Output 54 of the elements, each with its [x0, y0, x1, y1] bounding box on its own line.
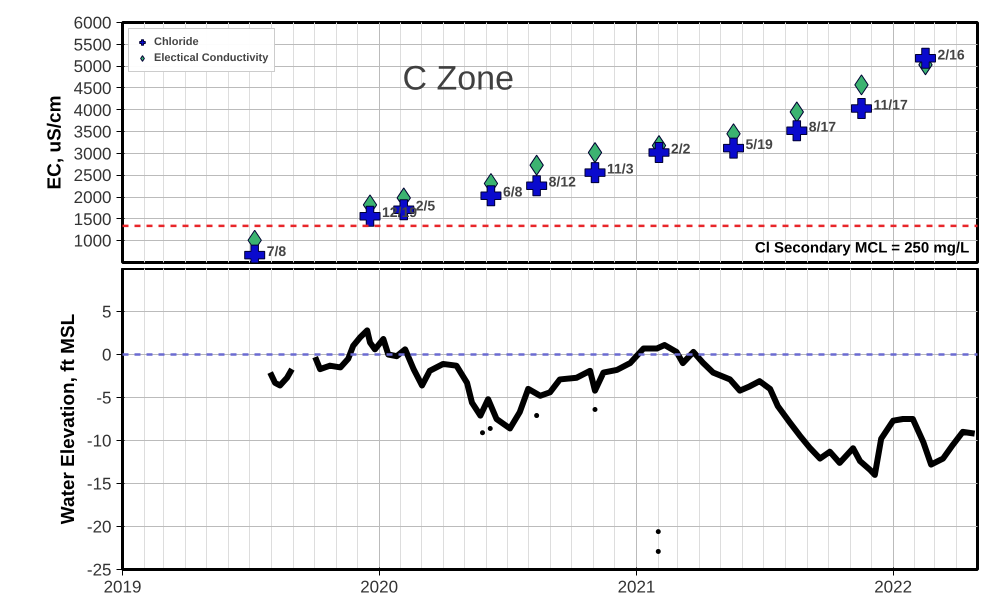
text: C Zone [402, 60, 514, 98]
point [656, 529, 661, 534]
y-tick-label: 4000 [74, 100, 112, 120]
y-tick-label: -5 [96, 388, 112, 408]
point [656, 548, 661, 554]
y-tick-label: -25 [86, 560, 112, 580]
x-tick-label: 2021 [618, 578, 656, 596]
y-axis-title: EC, uS/cm [44, 96, 66, 190]
point [914, 48, 936, 69]
point [480, 430, 485, 436]
y-tick-label: -20 [86, 518, 112, 536]
annotation: 11/3 [607, 160, 634, 177]
y-tick-label: -10 [86, 432, 112, 450]
point [480, 185, 502, 206]
x-tick-label: 2022 [874, 578, 912, 596]
y-tick-label: 5500 [74, 35, 112, 54]
y-tick-label: 1000 [74, 232, 112, 251]
annotation: Cl Secondary MCL = 250 mg/L [754, 240, 970, 256]
point [488, 426, 493, 431]
y-tick-label: 0 [102, 346, 112, 364]
y-tick-label: 5 [102, 302, 112, 322]
point [648, 142, 670, 164]
annotation: 12/19 [382, 204, 418, 220]
annotation: 8/17 [808, 118, 836, 135]
annotation: 2/16 [937, 46, 965, 62]
y-tick-label: 2000 [74, 188, 112, 208]
x-tick-label: 2020 [360, 578, 398, 596]
annotation: 2/5 [416, 198, 436, 214]
x-tick-label: 2019 [104, 578, 142, 596]
legend-label: Electical Conductivity [154, 52, 268, 64]
point [360, 206, 380, 227]
y-tick-label: -15 [86, 474, 112, 494]
point [534, 413, 540, 418]
point [723, 138, 744, 159]
point [592, 407, 598, 412]
annotation: 2/2 [670, 140, 691, 157]
annotation: 6/8 [502, 184, 523, 200]
annotation: 8/12 [548, 174, 576, 190]
y-tick-label: 1500 [74, 210, 112, 229]
y-tick-label: 6000 [74, 14, 112, 32]
y-axis-title: Water Elevation, ft MSL [58, 313, 79, 524]
y-tick-label: 5000 [74, 57, 112, 76]
y-tick-label: 3000 [74, 144, 112, 164]
annotation: 5/19 [746, 136, 773, 152]
annotation: 7/8 [266, 243, 286, 260]
point [526, 175, 548, 196]
legend-label: Chloride [154, 36, 199, 48]
y-tick-label: 3500 [74, 122, 112, 142]
point [850, 98, 872, 119]
point [786, 120, 808, 142]
point [584, 162, 606, 184]
annotation: 11/17 [873, 96, 908, 112]
y-tick-label: 2500 [74, 166, 112, 186]
y-tick-label: 4500 [74, 78, 112, 98]
